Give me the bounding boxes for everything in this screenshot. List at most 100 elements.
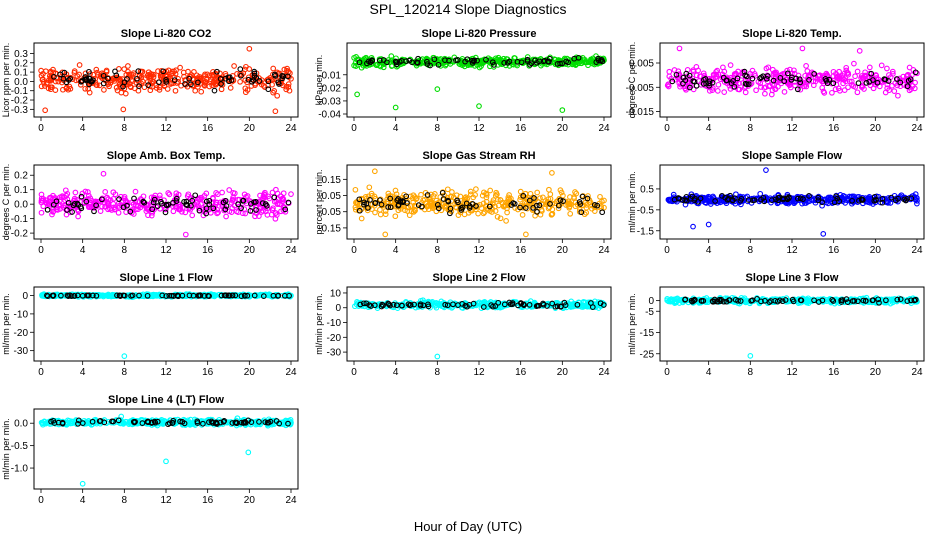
hourly-point — [762, 297, 768, 304]
hourly-point — [256, 419, 262, 425]
data-point — [214, 210, 220, 217]
panel-frame — [659, 286, 925, 362]
panel-frame — [659, 42, 925, 118]
data-point — [103, 67, 110, 74]
data-point — [156, 195, 163, 202]
data-point — [497, 60, 504, 67]
data-point — [377, 206, 383, 213]
data-point — [844, 195, 850, 202]
series-hourly — [356, 54, 606, 69]
hourly-point — [557, 60, 563, 67]
data-point — [859, 82, 866, 89]
data-point — [480, 210, 487, 217]
hourly-point — [526, 197, 533, 204]
hourly-point — [136, 292, 142, 299]
data-point — [101, 87, 107, 93]
hourly-point — [533, 303, 540, 309]
x-tick-label: 12 — [473, 367, 485, 378]
x-tick-label: 20 — [557, 123, 569, 134]
hourly-point — [183, 198, 190, 205]
hourly-point — [105, 75, 111, 82]
data-point — [804, 68, 811, 74]
data-point — [128, 84, 134, 91]
hourly-point — [145, 82, 152, 88]
data-point — [427, 200, 434, 207]
hourly-point — [424, 192, 431, 198]
hourly-point — [162, 209, 169, 216]
data-point — [156, 192, 163, 199]
hourly-point — [876, 299, 882, 306]
data-point — [254, 292, 261, 299]
hourly-point — [597, 300, 604, 307]
data-point — [132, 198, 139, 205]
data-point — [274, 92, 281, 99]
data-point — [42, 68, 49, 75]
data-point — [358, 64, 365, 71]
data-point — [572, 199, 579, 206]
hourly-point — [486, 203, 493, 210]
data-point — [47, 84, 54, 91]
hourly-point — [671, 196, 678, 203]
hourly-point — [248, 201, 254, 207]
x-tick-label: 16 — [828, 367, 840, 378]
y-tick-label: -0.3 — [11, 105, 29, 116]
data-point — [366, 184, 373, 191]
data-point — [148, 212, 155, 219]
y-tick-label: -0.01 — [318, 70, 341, 81]
data-point — [148, 71, 154, 77]
data-point — [105, 200, 112, 206]
panel-title: Slope Gas Stream RH — [422, 150, 535, 162]
data-point — [837, 87, 843, 94]
data-point — [534, 189, 541, 196]
data-point — [358, 215, 365, 222]
data-point — [278, 80, 285, 87]
data-point — [47, 74, 54, 81]
data-point — [166, 191, 173, 198]
panel-frame — [33, 164, 299, 240]
hourly-point — [75, 417, 82, 424]
data-point — [110, 76, 117, 82]
hourly-point — [724, 196, 731, 203]
hourly-point — [474, 57, 480, 64]
panel-title: Slope Line 2 Flow — [433, 272, 526, 284]
x-tick-label: 12 — [160, 495, 172, 506]
series-hourly — [682, 296, 919, 306]
x-tick-label: 20 — [870, 123, 882, 134]
hourly-point — [856, 197, 862, 204]
data-point — [157, 73, 164, 80]
hourly-point — [51, 73, 57, 80]
y-tick-label: -1.5 — [637, 226, 655, 237]
x-tick-label: 8 — [122, 245, 128, 256]
hourly-point — [91, 208, 97, 215]
data-point — [105, 196, 112, 203]
outlier-point — [856, 48, 863, 54]
data-point — [797, 86, 804, 93]
hourly-point — [424, 61, 431, 67]
x-tick-label: 8 — [122, 367, 128, 378]
hourly-point — [186, 75, 192, 82]
data-point — [530, 202, 537, 208]
hourly-point — [464, 56, 471, 63]
hourly-point — [48, 418, 54, 425]
data-point — [227, 85, 234, 91]
data-point — [132, 188, 139, 195]
panel-ylabel: percent per min. — [314, 169, 324, 234]
data-point — [269, 81, 275, 88]
data-point — [85, 192, 92, 199]
data-point — [56, 201, 63, 208]
panel-title: Slope Li-820 Pressure — [422, 28, 537, 40]
x-tick-label: 16 — [515, 123, 527, 134]
hourly-point — [540, 301, 547, 308]
data-point — [843, 64, 850, 71]
hourly-point — [253, 207, 259, 213]
hourly-point — [357, 301, 364, 308]
data-point — [155, 68, 161, 74]
data-point — [49, 211, 55, 218]
hourly-point — [595, 55, 601, 62]
data-point — [198, 88, 205, 95]
data-point — [845, 84, 851, 91]
data-point — [886, 87, 892, 94]
data-point — [126, 421, 132, 427]
data-point — [433, 300, 440, 306]
